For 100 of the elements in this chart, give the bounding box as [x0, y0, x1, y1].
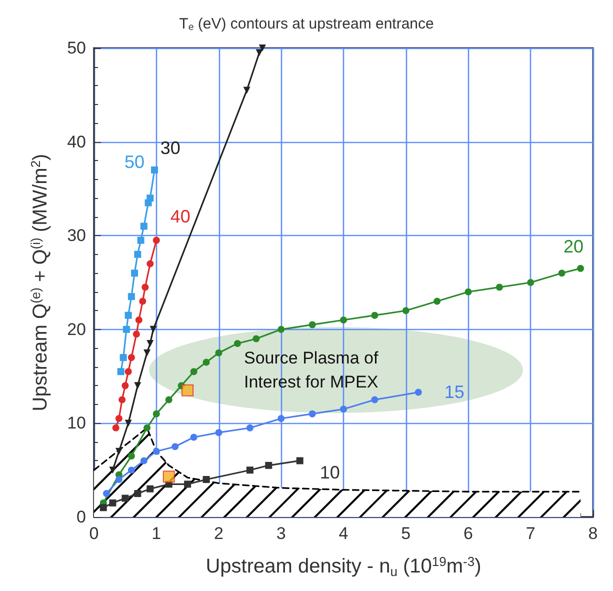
point	[246, 466, 254, 474]
y-axis-title: Upstream Q(e) + Q(i) (MW/m2)	[28, 154, 52, 412]
y-tick-label: 30	[67, 226, 86, 246]
point	[278, 415, 285, 422]
point	[202, 358, 210, 366]
point	[135, 316, 142, 324]
point	[100, 504, 107, 512]
point	[215, 429, 222, 436]
point	[140, 222, 148, 230]
point	[146, 485, 154, 492]
point	[115, 415, 122, 422]
series-label: 20	[564, 236, 584, 256]
point	[215, 349, 222, 356]
point	[139, 298, 146, 305]
point	[558, 270, 566, 277]
x-tick-label: 4	[338, 524, 348, 543]
point	[190, 434, 198, 441]
x-tick-label: 8	[588, 524, 598, 543]
point	[122, 382, 129, 390]
point	[152, 410, 160, 418]
point	[117, 368, 124, 376]
series-label: 15	[444, 382, 464, 402]
point	[152, 236, 160, 244]
point	[165, 396, 172, 404]
point	[577, 264, 584, 272]
point	[142, 284, 149, 291]
point	[252, 335, 260, 342]
point	[124, 312, 132, 319]
point	[137, 236, 144, 244]
y-tick-label: 10	[67, 414, 86, 433]
point	[151, 166, 158, 174]
point	[132, 330, 140, 338]
x-tick-label: 5	[401, 524, 411, 543]
x-tick-label: 7	[526, 524, 536, 543]
point	[184, 480, 192, 488]
point	[131, 270, 138, 277]
point	[414, 388, 422, 396]
y-tick-label: 0	[76, 508, 86, 526]
point	[134, 382, 142, 390]
point	[112, 424, 120, 432]
point	[128, 293, 135, 300]
point	[152, 448, 160, 455]
point	[308, 321, 316, 328]
point	[340, 406, 347, 413]
point	[243, 86, 250, 94]
point	[120, 354, 127, 362]
x-tick-label: 6	[464, 524, 473, 543]
point	[162, 470, 175, 483]
point	[122, 326, 130, 333]
point	[118, 396, 126, 404]
series-label: 50	[124, 152, 145, 172]
point	[146, 340, 154, 347]
point	[496, 284, 503, 291]
x-tick-label: 1	[152, 524, 162, 543]
point	[464, 288, 472, 296]
y-tick-label: 20	[67, 320, 86, 339]
point	[109, 499, 116, 506]
point	[234, 340, 241, 347]
point	[434, 298, 441, 305]
point	[265, 462, 272, 469]
point	[134, 250, 142, 258]
point	[144, 424, 151, 432]
point	[124, 420, 132, 427]
point	[115, 476, 122, 483]
x-tick-label: 2	[214, 524, 224, 543]
point	[296, 457, 304, 464]
point	[134, 490, 142, 498]
point	[402, 307, 410, 314]
text: 30	[160, 138, 180, 158]
point	[146, 260, 154, 268]
point	[150, 326, 157, 333]
x-tick-label: 0	[89, 524, 99, 543]
point	[371, 396, 378, 404]
point	[115, 448, 122, 455]
point	[144, 349, 151, 356]
x-tick-label: 3	[276, 524, 286, 543]
series-label: 40	[170, 206, 190, 226]
point	[258, 44, 266, 52]
point	[146, 194, 154, 202]
point	[109, 466, 116, 474]
point	[308, 410, 316, 418]
point	[371, 312, 378, 319]
point	[128, 354, 135, 362]
point	[102, 490, 110, 498]
point	[140, 457, 148, 464]
point	[124, 368, 132, 376]
point	[128, 452, 135, 460]
point	[246, 424, 254, 432]
point	[202, 476, 210, 483]
point	[340, 316, 347, 324]
point	[122, 494, 129, 502]
point	[190, 368, 198, 376]
y-tick-label: 40	[67, 132, 86, 152]
point	[527, 279, 534, 286]
point	[256, 49, 263, 56]
point	[128, 466, 135, 474]
y-tick-label: 50	[67, 38, 86, 58]
point	[182, 384, 194, 396]
series-label: 10	[320, 462, 340, 483]
point	[172, 443, 179, 450]
